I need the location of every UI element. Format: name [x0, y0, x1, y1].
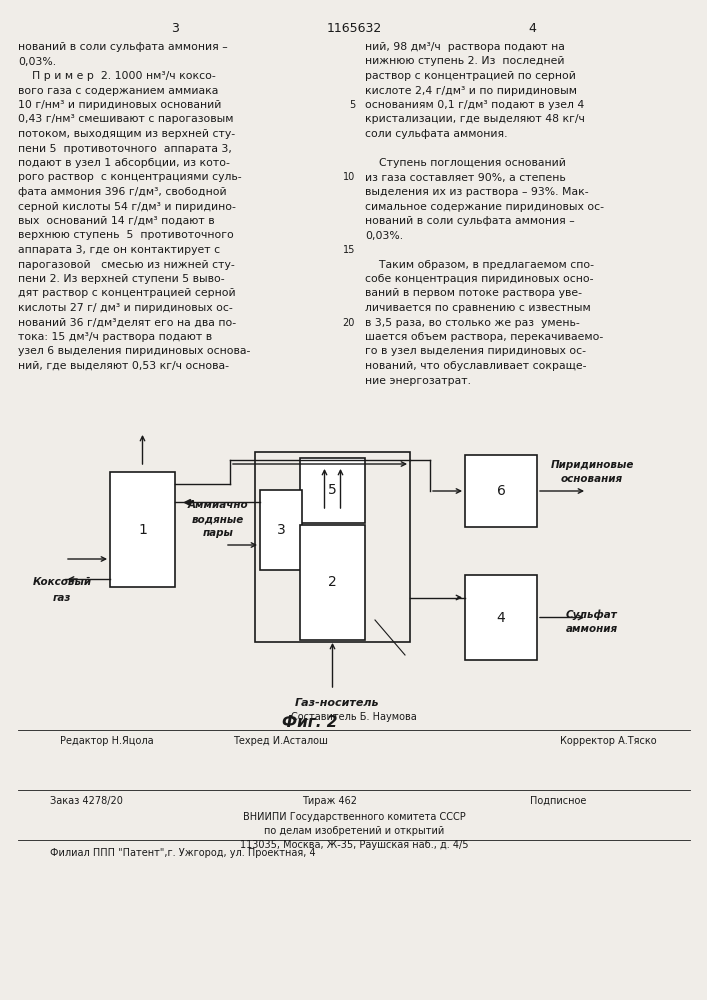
Text: личивается по сравнению с известным: личивается по сравнению с известным	[365, 303, 591, 313]
Text: 6: 6	[496, 484, 506, 498]
Bar	[465, 455, 537, 527]
Text: 15: 15	[343, 245, 355, 255]
Text: ний, 98 дм³/ч  раствора подают на: ний, 98 дм³/ч раствора подают на	[365, 42, 565, 52]
Text: Составитель Б. Наумова: Составитель Б. Наумова	[291, 712, 417, 722]
Bar	[110, 472, 175, 587]
Bar	[465, 575, 537, 660]
Text: раствор с концентрацией по серной: раствор с концентрацией по серной	[365, 71, 576, 81]
Bar	[300, 458, 365, 523]
Text: П р и м е р  2. 1000 нм³/ч коксо-: П р и м е р 2. 1000 нм³/ч коксо-	[18, 71, 216, 81]
Text: Сульфат: Сульфат	[566, 609, 618, 620]
Text: 3: 3	[276, 523, 286, 537]
Text: кристализации, где выделяют 48 кг/ч: кристализации, где выделяют 48 кг/ч	[365, 114, 585, 124]
Bar	[255, 452, 410, 642]
Text: водяные: водяные	[192, 514, 244, 524]
Text: Ступень поглощения оснований: Ступень поглощения оснований	[365, 158, 566, 168]
Text: 2: 2	[328, 576, 337, 589]
Text: Заказ 4278/20: Заказ 4278/20	[50, 796, 123, 806]
Text: Филиал ППП "Патент",г. Ужгород, ул. Проектная, 4: Филиал ППП "Патент",г. Ужгород, ул. Прое…	[50, 848, 315, 858]
Text: ние энергозатрат.: ние энергозатрат.	[365, 375, 471, 385]
Text: Корректор А.Тяско: Корректор А.Тяско	[560, 736, 657, 746]
Text: Аммиачно: Аммиачно	[187, 500, 248, 510]
Text: вого газа с содержанием аммиака: вого газа с содержанием аммиака	[18, 86, 218, 96]
Text: 20: 20	[343, 318, 355, 328]
Text: го в узел выделения пиридиновых ос-: го в узел выделения пиридиновых ос-	[365, 347, 586, 357]
Text: ВНИИПИ Государственного комитета СССР: ВНИИПИ Государственного комитета СССР	[243, 812, 465, 822]
Text: симальное содержание пиридиновых ос-: симальное содержание пиридиновых ос-	[365, 202, 604, 212]
Text: Коксовый: Коксовый	[33, 577, 92, 587]
Text: узел 6 выделения пиридиновых основа-: узел 6 выделения пиридиновых основа-	[18, 347, 250, 357]
Text: 4: 4	[496, 610, 506, 624]
Text: нований в соли сульфата аммония –: нований в соли сульфата аммония –	[18, 42, 228, 52]
Text: 3: 3	[171, 22, 179, 35]
Text: кислоте 2,4 г/дм³ и по пиридиновым: кислоте 2,4 г/дм³ и по пиридиновым	[365, 86, 577, 96]
Text: Пиридиновые: Пиридиновые	[550, 460, 633, 470]
Text: 5: 5	[328, 484, 337, 497]
Text: серной кислоты 54 г/дм³ и пиридино-: серной кислоты 54 г/дм³ и пиридино-	[18, 202, 236, 212]
Text: Техред И.Асталош: Техред И.Асталош	[233, 736, 327, 746]
Text: Тираж 462: Тираж 462	[303, 796, 358, 806]
Text: парогазовой   смесью из нижней сту-: парогазовой смесью из нижней сту-	[18, 259, 235, 269]
Text: 0,03%.: 0,03%.	[18, 56, 56, 66]
Text: нижнюю ступень 2. Из  последней: нижнюю ступень 2. Из последней	[365, 56, 564, 66]
Text: потоком, выходящим из верхней сту-: потоком, выходящим из верхней сту-	[18, 129, 235, 139]
Text: вых  оснований 14 г/дм³ подают в: вых оснований 14 г/дм³ подают в	[18, 216, 215, 226]
Text: собе концентрация пиридиновых осно-: собе концентрация пиридиновых осно-	[365, 274, 593, 284]
Text: 10 г/нм³ и пиридиновых оснований: 10 г/нм³ и пиридиновых оснований	[18, 100, 221, 110]
Text: соли сульфата аммония.: соли сульфата аммония.	[365, 129, 508, 139]
Text: Фиг. 2: Фиг. 2	[282, 715, 338, 730]
Text: 10: 10	[343, 172, 355, 182]
Text: в 3,5 раза, во столько же раз  умень-: в 3,5 раза, во столько же раз умень-	[365, 318, 580, 328]
Text: пары: пары	[203, 528, 233, 538]
Text: аммония: аммония	[566, 624, 618, 635]
Text: газ: газ	[53, 593, 71, 603]
Text: нований в соли сульфата аммония –: нований в соли сульфата аммония –	[365, 216, 575, 226]
Text: по делам изобретений и открытий: по делам изобретений и открытий	[264, 826, 444, 836]
Text: ваний в первом потоке раствора уве-: ваний в первом потоке раствора уве-	[365, 288, 582, 298]
Text: шается объем раствора, перекачиваемо-: шается объем раствора, перекачиваемо-	[365, 332, 603, 342]
Text: 4: 4	[528, 22, 536, 35]
Text: кислоты 27 г/ дм³ и пиридиновых ос-: кислоты 27 г/ дм³ и пиридиновых ос-	[18, 303, 233, 313]
Text: 113035, Москва, Ж-35, Раушская наб., д. 4/5: 113035, Москва, Ж-35, Раушская наб., д. …	[240, 840, 468, 850]
Text: дят раствор с концентрацией серной: дят раствор с концентрацией серной	[18, 288, 235, 298]
Text: ний, где выделяют 0,53 кг/ч основа-: ний, где выделяют 0,53 кг/ч основа-	[18, 361, 229, 371]
Text: основаниям 0,1 г/дм³ подают в узел 4: основаниям 0,1 г/дм³ подают в узел 4	[365, 100, 584, 110]
Text: фата аммония 396 г/дм³, свободной: фата аммония 396 г/дм³, свободной	[18, 187, 227, 197]
Text: Таким образом, в предлагаемом спо-: Таким образом, в предлагаемом спо-	[365, 259, 594, 269]
Text: 1: 1	[138, 522, 147, 536]
Text: тока: 15 дм³/ч раствора подают в: тока: 15 дм³/ч раствора подают в	[18, 332, 212, 342]
Bar	[300, 525, 365, 640]
Text: 0,43 г/нм³ смешивают с парогазовым: 0,43 г/нм³ смешивают с парогазовым	[18, 114, 233, 124]
Text: 5: 5	[349, 100, 355, 110]
Text: из газа составляет 90%, а степень: из газа составляет 90%, а степень	[365, 172, 566, 182]
Text: подают в узел 1 абсорбции, из кото-: подают в узел 1 абсорбции, из кото-	[18, 158, 230, 168]
Text: рого раствор  с концентрациями суль-: рого раствор с концентрациями суль-	[18, 172, 242, 182]
Text: 1165632: 1165632	[327, 22, 382, 35]
Text: пени 2. Из верхней ступени 5 выво-: пени 2. Из верхней ступени 5 выво-	[18, 274, 225, 284]
Text: основания: основания	[561, 474, 623, 484]
Text: выделения их из раствора – 93%. Мак-: выделения их из раствора – 93%. Мак-	[365, 187, 589, 197]
Text: Газ-носитель: Газ-носитель	[296, 698, 380, 708]
Text: верхнюю ступень  5  противоточного: верхнюю ступень 5 противоточного	[18, 231, 234, 240]
Text: пени 5  противоточного  аппарата 3,: пени 5 противоточного аппарата 3,	[18, 143, 232, 153]
Text: Редактор Н.Яцола: Редактор Н.Яцола	[60, 736, 153, 746]
Text: Подписное: Подписное	[530, 796, 586, 806]
Bar	[260, 490, 302, 570]
Text: 0,03%.: 0,03%.	[365, 231, 403, 240]
Text: нований, что обуславливает сокраще-: нований, что обуславливает сокраще-	[365, 361, 587, 371]
Text: аппарата 3, где он контактирует с: аппарата 3, где он контактирует с	[18, 245, 220, 255]
Text: нований 36 г/дм³делят его на два по-: нований 36 г/дм³делят его на два по-	[18, 318, 236, 328]
